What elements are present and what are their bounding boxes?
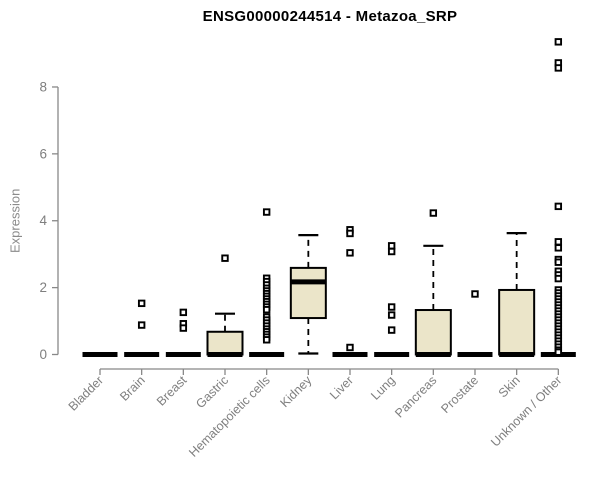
y-tick-label: 0: [39, 347, 47, 362]
box-group-unknown-other: [540, 38, 576, 357]
box-group-hematopoietic-cells: [249, 208, 285, 357]
y-tick-label: 6: [39, 146, 47, 161]
box-group-breast: [165, 308, 201, 357]
outlier-point: [554, 348, 563, 356]
outlier-point: [387, 247, 396, 256]
outlier-point: [346, 343, 354, 352]
outlier-point: [387, 326, 396, 334]
y-tick-label: 4: [39, 213, 47, 228]
box-group-gastric: [206, 254, 244, 357]
box-body: [289, 266, 327, 320]
x-tick-label: Lung: [368, 373, 398, 403]
x-tick-label: Bladder: [66, 373, 106, 413]
outlier-point: [262, 305, 271, 314]
x-tick-label: Prostate: [438, 373, 481, 416]
outlier-point: [387, 242, 396, 250]
x-tick-label: Unknown / Other: [488, 373, 564, 449]
x-tick-label: Skin: [496, 373, 523, 400]
outlier-point: [179, 324, 188, 332]
x-tick-label: Liver: [327, 373, 356, 402]
outlier-point: [554, 238, 563, 246]
outlier-point: [346, 249, 354, 257]
outlier-point: [554, 274, 563, 283]
outlier-point: [554, 64, 563, 72]
box-body: [414, 309, 452, 356]
outlier-point: [387, 303, 396, 311]
box-group-prostate: [457, 290, 493, 357]
x-tick-label: Breast: [154, 373, 190, 409]
box-group-lung: [374, 242, 410, 357]
x-tick-label: Gastric: [193, 373, 231, 411]
outlier-point: [137, 299, 146, 308]
outlier-point: [554, 244, 563, 252]
outlier-point: [429, 209, 438, 217]
outlier-point: [262, 336, 271, 344]
outlier-point: [554, 258, 563, 266]
chart-title: ENSG00000244514 - Metazoa_SRP: [202, 8, 458, 25]
x-tick-label: Hematopoietic cells: [186, 373, 273, 460]
box-body: [206, 330, 244, 356]
box-group-liver: [332, 226, 368, 357]
x-tick-label: Pancreas: [392, 373, 439, 420]
outlier-point: [346, 229, 354, 238]
outlier-point: [554, 38, 563, 46]
box-body: [498, 288, 536, 356]
box-group-brain: [124, 299, 160, 357]
outlier-point: [387, 311, 396, 319]
box-group-pancreas: [414, 209, 452, 357]
x-tick-label: Kidney: [278, 373, 315, 410]
box-group-kidney: [289, 234, 327, 355]
outlier-point: [179, 308, 188, 317]
y-tick-label: 2: [39, 280, 47, 295]
outlier-point: [554, 202, 563, 211]
y-tick-label: 8: [39, 79, 47, 94]
outlier-point: [262, 208, 271, 216]
outlier-point: [221, 254, 229, 262]
outlier-point: [471, 290, 479, 298]
box-group-skin: [498, 232, 536, 357]
outlier-point: [137, 321, 146, 329]
x-tick-label: Brain: [117, 373, 148, 404]
y-axis: 0 2 4 6 8: [39, 79, 59, 362]
